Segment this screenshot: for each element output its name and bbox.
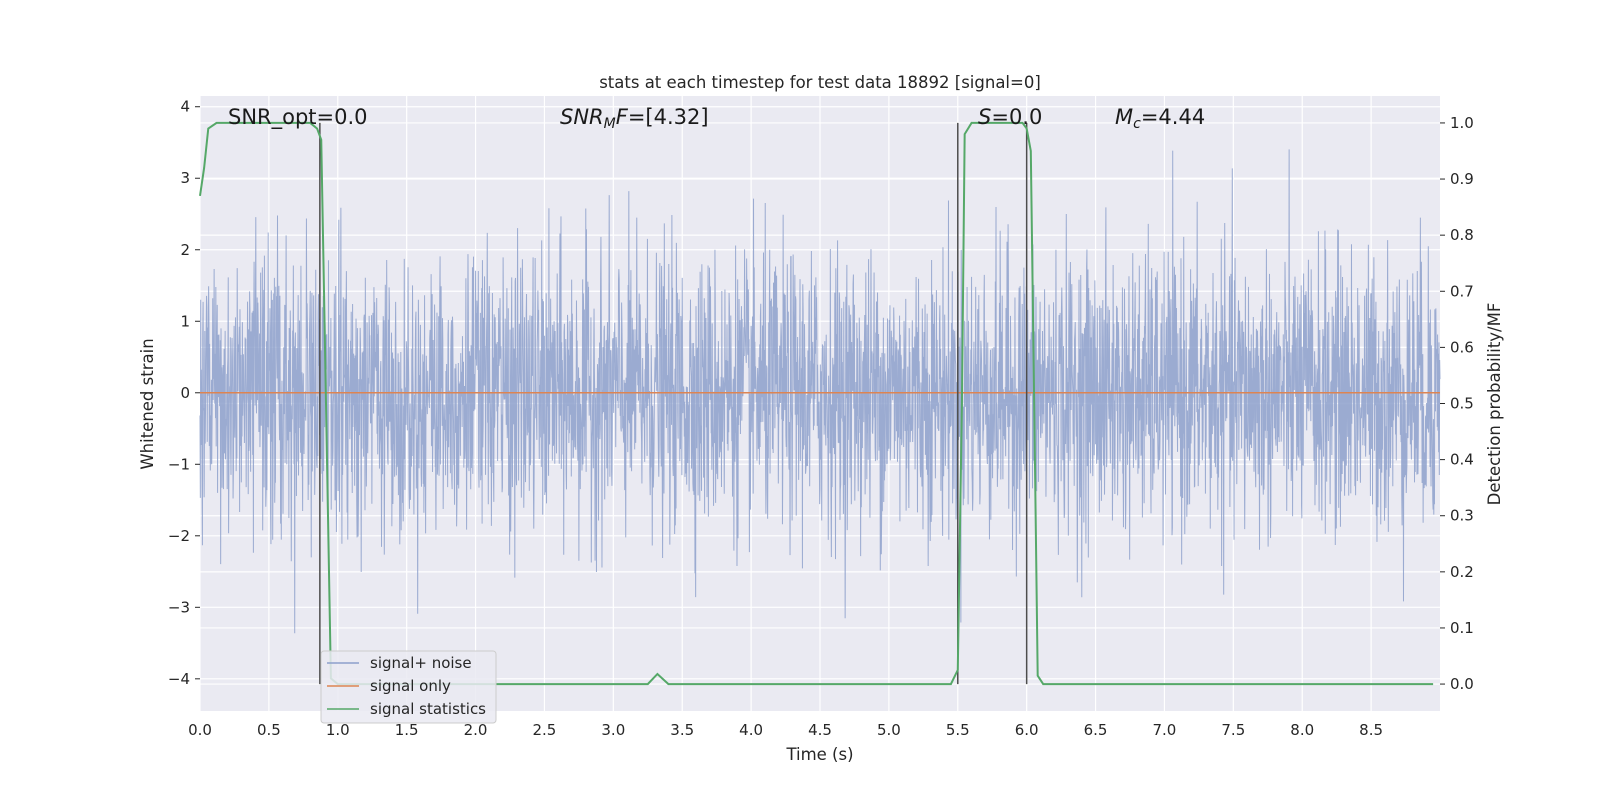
legend-label-signal-only: signal only [370,677,451,695]
y-right-tick-label: 0.8 [1450,226,1474,244]
annotation-snr-mf-value: =[4.32] [628,105,709,129]
y-tick-labels: 4 3 2 1 0 −1 −2 −3 −4 [168,98,200,688]
annotation-mc-value: =4.44 [1141,105,1205,129]
annotation-mc-sub: c [1133,116,1141,132]
annotation-snr-mf-italic2: F [616,105,629,129]
y-tick-label: −4 [168,670,190,688]
x-tick-labels: 0.0 0.5 1.0 1.5 2.0 2.5 3.0 3.5 4.0 4.5 5.0 5.5 6.0 6… [188,721,1383,739]
y-right-tick-label: 0.4 [1450,451,1474,469]
annotation-mc-italic: M [1115,105,1133,129]
y-right-tick-label: 0.2 [1450,563,1474,581]
x-tick-label: 6.0 [1015,721,1039,739]
annotation-snr-mf: SNRMF=[4.32] [560,105,709,132]
x-tick-label: 4.5 [808,721,832,739]
x-tick-label: 7.0 [1153,721,1177,739]
y-right-tick-label: 0.1 [1450,619,1474,637]
vertical-markers [319,122,1028,685]
annotation-snr-opt: SNR_opt=0.0 [228,105,368,130]
annotation-snr-mf-italic: SNR [560,105,604,129]
y-tick-label: 3 [180,169,190,187]
legend-label-signal-noise: signal+ noise [370,654,472,672]
legend: signal+ noise signal only signal statist… [320,650,497,724]
y-tick-label: 2 [180,241,190,259]
legend-box [320,650,497,724]
y-axis-label: Whitened strain [138,338,157,469]
y-right-tick-label: 0.0 [1450,675,1474,693]
x-tick-label: 3.5 [670,721,694,739]
y-right-tick-label: 0.5 [1450,395,1474,413]
x-tick-label: 5.0 [877,721,901,739]
y-right-axis-label: Detection probability/MF [1485,303,1504,506]
signal-noise-series [199,149,1441,634]
x-tick-label: 0.0 [188,721,212,739]
x-tick-label: 5.5 [946,721,970,739]
annotation-s-italic: S [978,105,991,129]
x-tick-label: 2.0 [464,721,488,739]
x-axis-label: Time (s) [785,745,853,764]
chart-title: stats at each timestep for test data 188… [599,73,1041,92]
y-tick-label: −3 [168,598,190,616]
y-right-tick-label: 0.6 [1450,338,1474,356]
x-tick-label: 0.5 [257,721,281,739]
x-tick-label: 6.5 [1084,721,1108,739]
y-right-tick-label: 0.3 [1450,507,1474,525]
y-right-tick-labels: 1.0 0.9 0.8 0.7 0.6 0.5 0.4 0.3 0.2 0.1 0.0 [1440,114,1474,693]
x-tick-label: 7.5 [1221,721,1245,739]
x-tick-label: 8.0 [1290,721,1314,739]
annotation-s: S=0.0 [978,105,1042,129]
y-tick-label: −2 [168,527,190,545]
signal-statistics-series [199,121,1434,686]
x-tick-label: 2.5 [533,721,557,739]
annotation-mc: Mc=4.44 [1115,105,1205,132]
y-right-tick-label: 0.9 [1450,170,1474,188]
x-tick-label: 3.0 [601,721,625,739]
signal-noise-line [199,149,1441,634]
y-tick-label: 4 [180,98,190,116]
y-tick-label: 0 [180,384,190,402]
x-tick-label: 1.5 [395,721,419,739]
y-right-tick-label: 0.7 [1450,282,1474,300]
x-tick-label: 1.0 [326,721,350,739]
x-tick-label: 8.5 [1359,721,1383,739]
annotation-s-value: =0.0 [991,105,1042,129]
x-tick-label: 4.0 [739,721,763,739]
annotation-snr-mf-sub: M [604,116,616,132]
y-tick-label: 1 [180,312,190,330]
y-right-tick-label: 1.0 [1450,114,1474,132]
y-tick-label: −1 [168,455,190,473]
signal-statistics-line [199,121,1434,686]
legend-label-signal-statistics: signal statistics [370,700,486,718]
